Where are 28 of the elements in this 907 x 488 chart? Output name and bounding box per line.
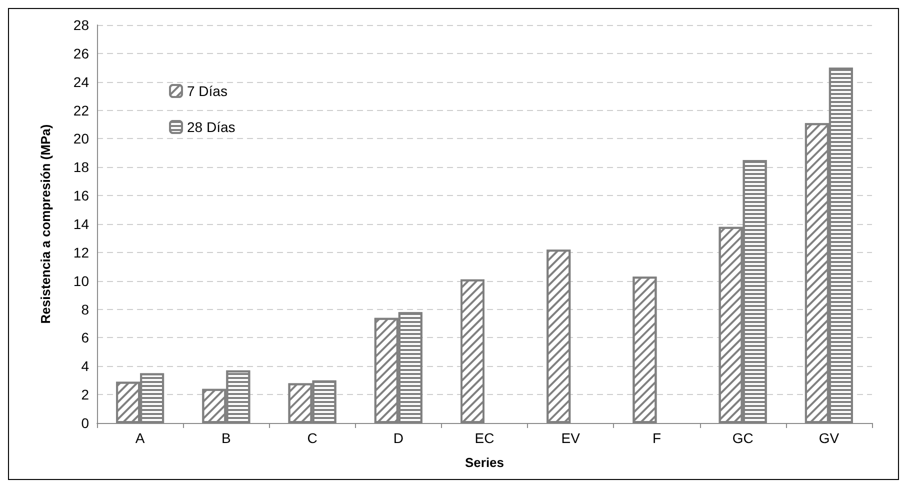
x-tick-label: A — [135, 430, 146, 446]
y-tick-label: 22 — [73, 102, 90, 118]
y-tick-label: 28 — [73, 17, 90, 33]
x-tick-label: D — [393, 430, 404, 446]
y-tick-label: 0 — [81, 415, 90, 431]
x-axis-title: Series — [464, 455, 504, 470]
y-tick-label: 16 — [73, 188, 90, 204]
y-tick-label: 4 — [81, 358, 90, 374]
y-tick-label: 10 — [73, 272, 90, 289]
y-tick-label: 20 — [73, 130, 90, 147]
x-tick-label: EV — [561, 430, 581, 446]
x-tick-label: F — [652, 430, 662, 446]
legend-label: 7 Días — [187, 83, 228, 99]
y-tick-label: 12 — [73, 244, 90, 260]
y-tick-label: 14 — [73, 216, 90, 232]
y-tick-label: 18 — [73, 159, 90, 176]
y-tick-label: 24 — [73, 74, 90, 90]
x-tick-label: B — [221, 430, 231, 446]
y-tick-label: 26 — [73, 45, 90, 62]
x-tick-label: EC — [474, 430, 494, 446]
y-tick-label: 6 — [81, 330, 90, 346]
legend-label: 28 Días — [187, 119, 236, 135]
y-axis-title: Resistencia a compresión (MPa) — [38, 124, 53, 324]
y-tick-label: 8 — [81, 301, 90, 318]
x-tick-label: GC — [732, 430, 754, 446]
y-tick-label: 2 — [81, 386, 90, 403]
x-tick-label: C — [307, 430, 318, 446]
x-tick-label: GV — [818, 430, 840, 446]
